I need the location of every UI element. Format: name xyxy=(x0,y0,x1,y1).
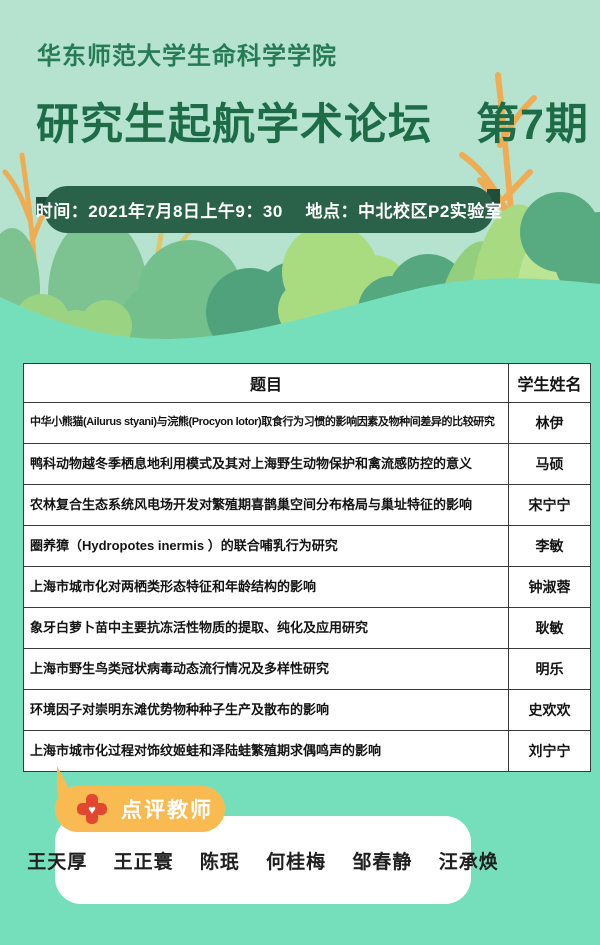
student-name: 刘宁宁 xyxy=(508,730,591,772)
talk-title: 环境因子对崇明东滩优势物种种子生产及散布的影响 xyxy=(23,689,509,731)
reviewers-badge-label: 点评教师 xyxy=(121,799,213,822)
student-name: 马硕 xyxy=(508,443,591,485)
table-row: 鸭科动物越冬季栖息地利用模式及其对上海野生动物保护和禽流感防控的意义 马硕 xyxy=(23,443,591,485)
cross-heart-icon: ♥ xyxy=(77,794,107,824)
student-name: 宋宁宁 xyxy=(508,484,591,526)
schedule-table-body: 中华小熊猫(Ailurus styani)与浣熊(Procyon lotor)取… xyxy=(23,402,591,772)
table-header-row: 题目 学生姓名 xyxy=(23,363,591,403)
student-name: 明乐 xyxy=(508,648,591,690)
talk-title: 鸭科动物越冬季栖息地利用模式及其对上海野生动物保护和禽流感防控的意义 xyxy=(23,443,509,485)
talk-title: 中华小熊猫(Ailurus styani)与浣熊(Procyon lotor)取… xyxy=(23,402,509,444)
table-row: 上海市城市化过程对饰纹姬蛙和泽陆蛙繁殖期求偶鸣声的影响 刘宁宁 xyxy=(23,730,591,772)
school-name: 华东师范大学生命科学学院 xyxy=(37,43,337,70)
column-header-student: 学生姓名 xyxy=(508,363,591,403)
schedule-table: 题目 学生姓名 中华小熊猫(Ailurus styani)与浣熊(Procyon… xyxy=(23,363,591,772)
student-name: 耿敏 xyxy=(508,607,591,649)
talk-title: 上海市城市化过程对饰纹姬蛙和泽陆蛙繁殖期求偶鸣声的影响 xyxy=(23,730,509,772)
table-row: 上海市城市化对两栖类形态特征和年龄结构的影响 钟淑蓉 xyxy=(23,566,591,608)
talk-title: 上海市城市化对两栖类形态特征和年龄结构的影响 xyxy=(23,566,509,608)
teachers-card: 王天厚 王正寰 陈珉 何桂梅 邹春静 汪承焕 xyxy=(27,816,498,904)
table-row: 农林复合生态系统风电场开发对繁殖期喜鹊巢空间分布格局与巢址特征的影响 宋宁宁 xyxy=(23,484,591,526)
student-name: 钟淑蓉 xyxy=(508,566,591,608)
talk-title: 圈养獐（Hydropotes inermis ）的联合哺乳行为研究 xyxy=(23,525,509,567)
teacher-names: 王天厚 王正寰 陈珉 何桂梅 邹春静 汪承焕 xyxy=(27,851,499,873)
talk-title: 象牙白萝卜苗中主要抗冻活性物质的提取、纯化及应用研究 xyxy=(23,607,509,649)
student-name: 林伊 xyxy=(508,402,591,444)
table-row: 圈养獐（Hydropotes inermis ）的联合哺乳行为研究 李敏 xyxy=(23,525,591,567)
table-row: 上海市野生鸟类冠状病毒动态流行情况及多样性研究 明乐 xyxy=(23,648,591,690)
greenery-illustration xyxy=(0,72,600,350)
page-title: 研究生起航学术论坛 第7期 xyxy=(36,101,589,149)
time-location-badge: 时间：2021年7月8日上午9：30 地点：中北校区P2实验室 xyxy=(36,186,502,233)
student-name: 史欢欢 xyxy=(508,689,591,731)
schedule-table-wrap: 题目 学生姓名 中华小熊猫(Ailurus styani)与浣熊(Procyon… xyxy=(23,363,591,772)
table-row: 环境因子对崇明东滩优势物种种子生产及散布的影响 史欢欢 xyxy=(23,689,591,731)
column-header-title: 题目 xyxy=(23,363,509,403)
talk-title: 农林复合生态系统风电场开发对繁殖期喜鹊巢空间分布格局与巢址特征的影响 xyxy=(23,484,509,526)
reviewers-badge: ♥ 点评教师 xyxy=(55,786,225,832)
student-name: 李敏 xyxy=(508,525,591,567)
table-row: 中华小熊猫(Ailurus styani)与浣熊(Procyon lotor)取… xyxy=(23,402,591,444)
talk-title: 上海市野生鸟类冠状病毒动态流行情况及多样性研究 xyxy=(23,648,509,690)
table-row: 象牙白萝卜苗中主要抗冻活性物质的提取、纯化及应用研究 耿敏 xyxy=(23,607,591,649)
